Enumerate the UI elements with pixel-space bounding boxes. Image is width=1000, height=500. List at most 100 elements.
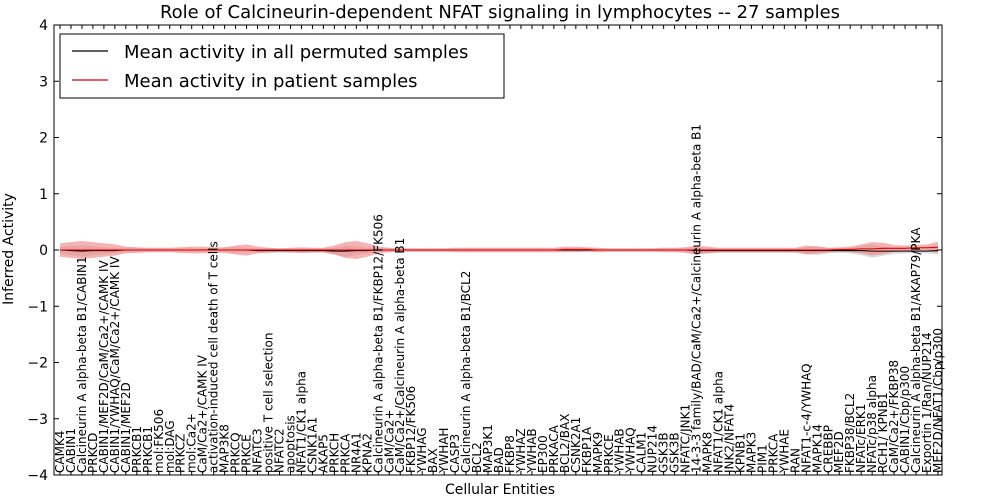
x-tick-label: MAP3K8 <box>218 424 232 473</box>
x-tick-label: CAMK4 <box>53 431 67 473</box>
x-tick-label: positive T cell selection <box>262 333 276 473</box>
x-tick-label: PRKCE <box>240 434 254 473</box>
x-tick-label: YWHAQ <box>624 427 638 474</box>
x-tick-label: mol:DAG <box>163 420 177 473</box>
x-tick-label: NR4A1 <box>349 432 363 473</box>
x-tick-label: CaM/Ca2+/Calcineurin A alpha-beta B1 <box>393 238 407 473</box>
y-tick-label: −4 <box>27 468 48 484</box>
x-tick-label: CASP3 <box>448 434 462 473</box>
x-tick-label: KPNA2 <box>360 433 374 473</box>
legend-label-permuted: Mean activity in all permuted samples <box>124 42 468 63</box>
x-tick-label: BCL2 <box>470 442 484 473</box>
x-tick-label: PRKACA <box>547 424 561 473</box>
x-tick-label: PRKCD <box>86 433 100 473</box>
x-tick-label: CABIN1 <box>64 428 78 473</box>
x-tick-label: YWHAZ <box>514 428 528 474</box>
x-tick-label: CaM/Ca2+/FKBP38 <box>887 360 901 473</box>
x-tick-label: MEF2D/NFAT1/Cbp/p300 <box>931 328 945 473</box>
x-tick-label: CSNK2A1 <box>569 417 583 473</box>
x-tick-label: NFATC3 <box>251 428 265 473</box>
x-tick-label: MAPK14 <box>810 424 824 473</box>
x-tick-label: NFATC2 <box>273 428 287 473</box>
x-tick-label: activation-induced cell death of T cells <box>207 241 221 473</box>
x-tick-label: CABIN1/YWHAQ/CaM/Ca2+/CAMK IV <box>108 256 122 473</box>
y-axis: −4 −3 −2 −1 0 1 2 3 4 <box>27 18 942 484</box>
x-tick-label: FKBP12/FK506 <box>404 386 418 473</box>
y-tick-label: 2 <box>39 131 48 147</box>
legend-label-patient: Mean activity in patient samples <box>124 71 418 92</box>
legend-box <box>59 33 505 99</box>
x-tick-label: CaM/Ca2+ <box>382 409 396 473</box>
x-tick-label: CSNK1A1 <box>305 417 319 473</box>
x-tick-label: YWHAB <box>525 428 539 474</box>
x-tick-label: PRKCA <box>338 433 352 473</box>
x-tick-label: PRKCH <box>327 433 341 473</box>
x-tick-label: BAD <box>492 447 506 473</box>
y-tick-label: 3 <box>39 74 48 90</box>
x-tick-label: MAPK3 <box>744 432 758 473</box>
y-tick-label: −2 <box>27 356 48 372</box>
x-tick-label: CREBBP <box>821 425 835 473</box>
x-tick-label: NFAT1/CK1 alpha <box>712 371 726 473</box>
x-tick-label: BAX <box>426 448 440 473</box>
x-tick-label: NFAT1/CK1 alpha <box>294 371 308 473</box>
series-lines <box>59 246 939 252</box>
x-tick-label: EP300 <box>536 435 550 473</box>
y-tick-label: 0 <box>39 243 48 259</box>
x-tick-label: KPNB1 <box>733 433 747 473</box>
x-tick-label: mol:Ca2+ <box>185 413 199 473</box>
x-tick-label: 14-3-3 family/BAD/CaM/Ca2+/Calcineurin A… <box>690 124 704 473</box>
y-tick-label: 4 <box>39 18 48 34</box>
line-patient <box>60 246 939 251</box>
x-tick-label: PRKCA <box>766 433 780 473</box>
x-tick-label: YWHAE <box>777 429 791 474</box>
chart-title: Role of Calcineurin-dependent NFAT signa… <box>160 2 840 23</box>
x-tick-label: Exportin 1/Ran/NUP214 <box>920 332 934 473</box>
x-tick-label: Calcineurin A alpha-beta B1/CABIN1 <box>75 256 89 473</box>
x-tick-label: Calcineurin A alpha-beta B1/AKAP79/PKA <box>909 227 923 473</box>
x-tick-label: MAP3K1 <box>481 424 495 473</box>
x-tick-label: NFATc/p38 alpha <box>865 375 879 473</box>
x-tick-label: CABIN1/MEF2D/CaM/Ca2+/CAMK IV <box>97 259 111 473</box>
x-tick-label: CaM/Ca2+/CAMK IV <box>196 354 210 473</box>
x-tick-label: CABIN1/Cbp/p300 <box>898 366 912 473</box>
x-tick-label: PRKCB1 <box>130 426 144 473</box>
y-tick-label: −1 <box>27 299 48 315</box>
x-tick-label: Calcineurin A alpha-beta B1/FKBP12/FK506 <box>371 214 385 473</box>
y-tick-label: 1 <box>39 187 48 203</box>
x-tick-label: YWHAB <box>613 428 627 474</box>
x-tick-label: YWHAH <box>437 428 451 474</box>
legend: Mean activity in all permuted samples Me… <box>59 33 505 99</box>
x-tick-label: YWHAG <box>415 427 429 474</box>
x-tick-label: RCH1/ KPNB1 <box>876 392 890 473</box>
y-tick-label: −3 <box>27 412 48 428</box>
x-tick-label: MAPK9 <box>591 432 605 473</box>
x-tick-label: PRKCB1 <box>141 426 155 473</box>
x-tick-label: MEF2D <box>832 431 846 473</box>
x-tick-label: BCL2/BAX <box>558 414 572 473</box>
y-axis-label: Inferred Activity <box>1 193 17 305</box>
x-tick-label: mol:FK506 <box>152 409 166 473</box>
x-tick-label: Calcineurin A alpha-beta B1/BCL2 <box>459 271 473 473</box>
x-tick-label: AKAP5 <box>316 434 330 473</box>
x-tick-label: NUP214 <box>646 425 660 473</box>
x-tick-label: NFATC/JNK1 <box>679 404 693 473</box>
x-tick-label: apoptosis <box>283 415 297 473</box>
x-tick-label: GSK3B <box>668 432 682 473</box>
x-tick-label: FKBP8 <box>503 435 517 473</box>
x-tick-label: CALM1 <box>635 432 649 473</box>
x-tick-label: MAPK8 <box>701 432 715 473</box>
x-tick-label: CABIN1/MEF2D <box>119 382 133 473</box>
x-tick-label: NFAT1-c-4/YWHAQ <box>799 363 813 473</box>
x-tick-label: PRKCQ <box>229 432 243 473</box>
x-tick-label: FKBP38/BCL2 <box>843 393 857 473</box>
x-axis-label: Cellular Entities <box>445 482 555 498</box>
x-tick-label: JNK2/NFAT4 <box>722 404 736 474</box>
x-tick-label: PIM1 <box>755 444 769 473</box>
x-tick-label: NFATc/ERK1 <box>854 404 868 473</box>
x-tick-label: GSK3B <box>657 432 671 473</box>
x-tick-label: FKBP1A <box>580 426 594 473</box>
x-tick-label: PRKCE <box>602 434 616 473</box>
